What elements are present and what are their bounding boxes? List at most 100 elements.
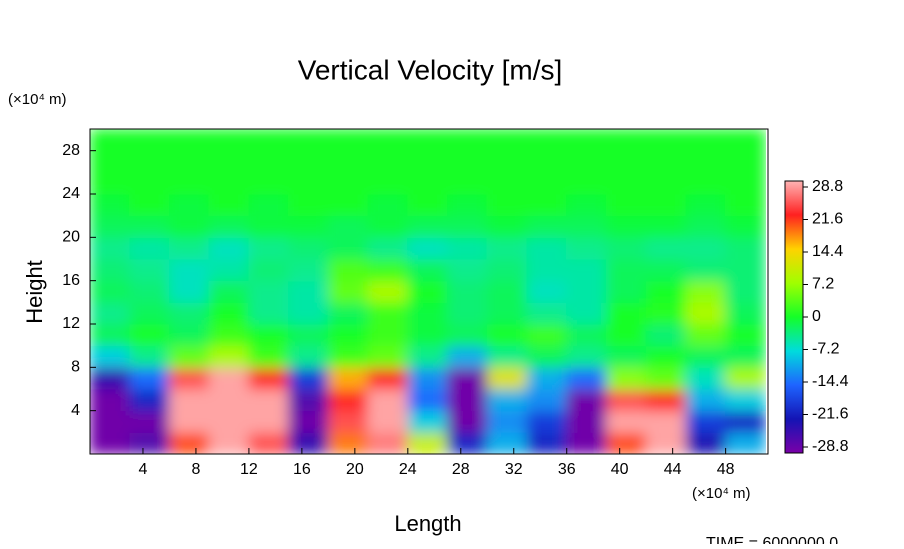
cell	[685, 345, 727, 368]
cell	[327, 345, 369, 368]
x-tick-label: 20	[346, 461, 364, 478]
cell	[168, 301, 210, 325]
cell	[168, 193, 210, 217]
cell	[407, 258, 449, 282]
cell	[566, 258, 607, 282]
cell	[645, 410, 687, 433]
cell	[129, 366, 170, 390]
cell	[367, 129, 409, 152]
cell	[566, 150, 607, 173]
cell	[327, 129, 369, 152]
cell	[129, 193, 170, 217]
cell	[129, 280, 170, 303]
cell	[566, 301, 607, 325]
cell	[645, 388, 687, 412]
cell	[90, 150, 131, 173]
cell	[725, 150, 766, 173]
cell	[168, 129, 210, 152]
cell	[725, 301, 766, 325]
cell	[129, 388, 170, 412]
cell	[248, 410, 290, 433]
cell	[447, 171, 488, 195]
cell	[447, 280, 488, 303]
cell	[327, 150, 369, 173]
y-tick-label: 16	[62, 272, 80, 289]
cell	[447, 388, 488, 412]
cell	[288, 323, 329, 347]
y-tick-label: 12	[62, 315, 80, 332]
cell	[486, 345, 528, 368]
cell	[327, 323, 369, 347]
cell	[725, 215, 766, 238]
cell	[407, 345, 449, 368]
cell	[288, 345, 329, 368]
colorbar-label: 21.6	[812, 211, 843, 228]
cell	[725, 366, 766, 390]
cell	[486, 388, 528, 412]
cell	[645, 193, 687, 217]
x-tick-label: 48	[717, 461, 735, 478]
cell	[645, 129, 687, 152]
cell	[447, 129, 488, 152]
cell	[288, 236, 329, 260]
cell	[566, 215, 607, 238]
cell	[288, 410, 329, 433]
cell	[208, 366, 250, 390]
cell	[90, 366, 131, 390]
cell	[208, 236, 250, 260]
cell	[605, 323, 647, 347]
cell	[168, 258, 210, 282]
cell	[526, 280, 568, 303]
colorbar-label: -21.6	[812, 406, 849, 423]
x-unit: (×10⁴ m)	[692, 485, 751, 502]
cell	[447, 323, 488, 347]
cell	[486, 323, 528, 347]
cell	[605, 280, 647, 303]
cell	[566, 129, 607, 152]
y-tick-label: 28	[62, 142, 80, 159]
cell	[566, 388, 607, 412]
cell	[288, 258, 329, 282]
cell	[526, 323, 568, 347]
cell	[605, 301, 647, 325]
cell	[129, 150, 170, 173]
cell	[367, 280, 409, 303]
cell	[208, 171, 250, 195]
x-tick-label: 36	[558, 461, 576, 478]
y-tick-label: 8	[71, 359, 80, 376]
cell	[725, 236, 766, 260]
cell	[367, 388, 409, 412]
cell	[725, 280, 766, 303]
cell	[367, 323, 409, 347]
cell	[526, 258, 568, 282]
cell	[526, 431, 568, 454]
cell	[248, 280, 290, 303]
cell	[248, 388, 290, 412]
x-tick-label: 24	[399, 461, 417, 478]
cell	[168, 388, 210, 412]
cell	[248, 323, 290, 347]
cell	[725, 258, 766, 282]
cell	[685, 280, 727, 303]
cell	[129, 258, 170, 282]
cell	[90, 129, 131, 152]
cell	[327, 193, 369, 217]
cell	[129, 171, 170, 195]
cell	[407, 280, 449, 303]
cell	[526, 345, 568, 368]
cell	[407, 323, 449, 347]
cell	[685, 150, 727, 173]
cell	[168, 366, 210, 390]
cell	[208, 431, 250, 454]
x-tick-label: 40	[611, 461, 629, 478]
cell	[248, 129, 290, 152]
cell	[367, 171, 409, 195]
cell	[725, 193, 766, 217]
cell	[367, 215, 409, 238]
cell	[447, 193, 488, 217]
cell	[566, 345, 607, 368]
cell	[605, 258, 647, 282]
x-tick-label: 28	[452, 461, 470, 478]
colorbar-label: -7.2	[812, 341, 840, 358]
cell	[447, 215, 488, 238]
